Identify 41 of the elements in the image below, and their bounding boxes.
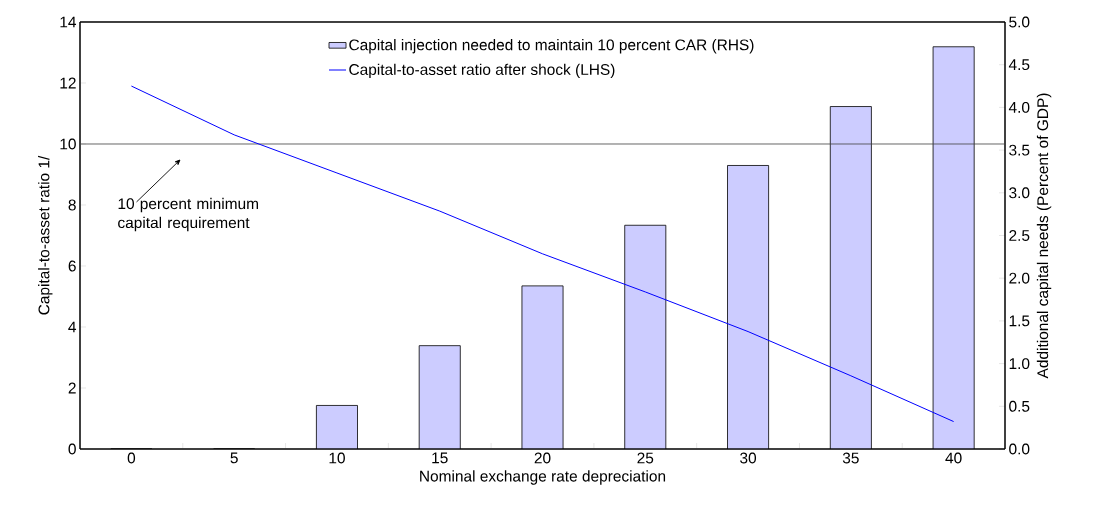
x-tick-label: 30 (740, 452, 757, 464)
legend-label: Capital injection needed to maintain 10 percent CAR (RHS) (349, 38, 754, 54)
x-tick-label: 0 (127, 452, 136, 464)
y-tick-label: 4 (68, 321, 77, 333)
bar (315, 405, 358, 449)
bar (727, 165, 770, 449)
y-tick-label: 6 (68, 260, 76, 272)
x-tick-label: 15 (432, 452, 448, 464)
x-tick-label: 10 (329, 452, 345, 464)
annotation: 10 percent minimum capital requirement (118, 197, 258, 232)
x-tick-label: 25 (637, 452, 654, 464)
y-axis-title: Capital-to-asset ratio 1/ (38, 155, 53, 315)
legend-label: Capital-to-asset ratio after shock (LHS) (349, 63, 615, 79)
y2-tick-label: 0.5 (1009, 400, 1030, 412)
bar (521, 285, 564, 449)
y2-tick-label: 2.5 (1009, 230, 1030, 241)
bar (829, 106, 872, 449)
y2-tick-label: 2.0 (1009, 272, 1030, 284)
y-tick-label: 10 (60, 138, 76, 150)
y-tick-label: 12 (60, 77, 76, 89)
y2-axis-title: Additional capital needs (Percent of GDP) (1036, 93, 1052, 379)
x-tick-label: 20 (534, 452, 551, 464)
x-tick-label: 35 (842, 452, 859, 464)
x-tick-label: 40 (945, 452, 962, 464)
bar (624, 224, 667, 449)
y2-tick-label: 1.5 (1009, 315, 1030, 327)
y2-tick-label: 4.5 (1008, 59, 1030, 71)
y-tick-label: 2 (68, 382, 76, 394)
y2-tick-label: 0.0 (1009, 443, 1030, 455)
y2-tick-label: 3.5 (1009, 144, 1030, 156)
bar (932, 46, 975, 449)
y-tick-label: 0 (68, 443, 76, 455)
bar (418, 345, 461, 449)
x-tick-label: 5 (230, 452, 238, 464)
y2-tick-label: 3.0 (1009, 187, 1030, 199)
y2-tick-label: 5.0 (1009, 16, 1030, 28)
y2-tick-label: 4.0 (1008, 101, 1030, 113)
x-axis-title: Nominal exchange rate depreciation (420, 470, 666, 485)
y2-tick-label: 1.0 (1009, 358, 1030, 370)
y-tick-label: 8 (68, 199, 76, 211)
y-tick-label: 14 (60, 16, 77, 28)
